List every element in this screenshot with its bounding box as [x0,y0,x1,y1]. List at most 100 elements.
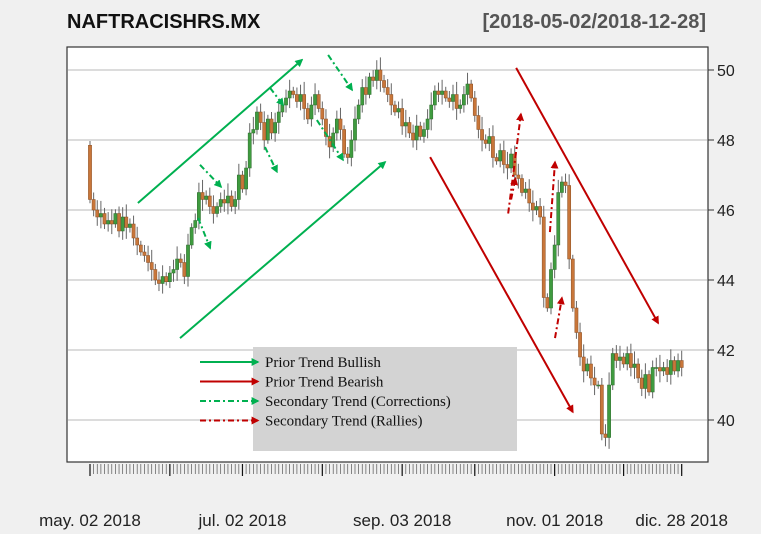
candle-body-down [142,251,147,256]
candle-body-up [374,69,379,81]
candle [149,249,154,281]
candle-body-up [498,150,503,162]
candle-body-down [658,367,662,372]
candle [436,82,441,103]
candle [487,128,492,152]
candle-body-down [157,279,161,284]
x-tick-label: dic. 28 2018 [635,511,728,530]
candle [222,189,227,212]
candle-body-down [338,118,343,130]
y-tick-label: 40 [717,413,735,430]
candle-body-down [342,129,346,155]
candle-body-up [433,90,437,106]
candle-body-up [560,181,564,193]
x-tick-label: jul. 02 2018 [198,511,287,530]
candle-body-up [106,220,111,225]
candle [360,79,365,113]
candle-body-up [396,108,401,113]
y-tick-label: 48 [717,133,735,150]
candle [193,213,198,234]
candle [178,253,183,268]
candle [639,369,644,397]
candle [625,346,630,371]
y-axis: 40 42 44 46 48 50 [708,63,735,430]
candle [578,322,582,366]
candle [269,112,274,140]
candle-body-down [639,377,644,389]
candle-body-down [647,374,651,393]
candle [469,79,473,102]
x-axis: may. 02 2018 jul. 02 2018 sep. 03 2018 nov.… [39,464,728,530]
candle [305,102,310,125]
candle [458,99,463,114]
candle [545,293,550,312]
candle-body-up [175,258,179,270]
candle-body-up [204,195,209,200]
candle-body-down [480,129,484,141]
candle-body-up [585,363,590,372]
candle-body-down [672,360,677,372]
candle-body-down [131,223,136,239]
candle-body-down [665,367,670,375]
candle [138,240,143,256]
candle [654,357,659,377]
y-tick-label: 46 [717,203,735,220]
candle [273,112,277,142]
candle [567,174,572,270]
candle [128,218,132,233]
x-tick-label: may. 02 2018 [39,511,141,530]
candle-body-down [447,97,452,102]
candle [549,262,553,315]
candle [258,103,263,131]
candle-body-down [124,216,129,228]
candle [512,145,517,183]
candle-body-down [541,216,546,298]
candle [371,70,375,87]
candle [356,99,361,125]
candle [389,83,394,116]
candle-body-down [345,153,350,158]
bullish-dashdot-trend-arrow [199,164,223,189]
candle-body-up [247,132,252,169]
date-range: [2018-05-02/2018-12-28] [483,11,707,33]
bearish-solid-trend-arrow [515,67,659,325]
candle [236,163,241,210]
candle [505,151,510,180]
candle-body-up [186,244,190,277]
bullish-dashdot-trend-arrow [316,119,344,162]
candle-body-down [240,174,245,190]
candle-body-down [636,363,640,379]
candle [454,81,459,120]
candle [538,198,542,225]
candle-body-down [316,94,321,109]
candle-body-down [570,258,575,309]
candle-body-up [465,83,470,95]
candle [262,111,267,151]
candle-body-down [382,80,386,88]
candle-body-up [625,353,630,365]
candle [480,116,484,152]
candle [175,246,179,281]
candle [382,74,386,93]
legend: Prior Trend Bullish Prior Trend Bearish Se… [200,347,517,451]
legend-label: Secondary Trend (Corrections) [265,394,451,410]
candle-body-down [102,213,107,225]
candle-body-up [353,118,357,141]
candle-body-up [650,367,655,393]
candle [88,141,92,204]
candle-body-up [618,356,622,361]
candle-body-up [168,272,172,282]
candle-body-down [320,108,325,120]
candle-body-up [313,94,317,106]
candle [574,301,579,339]
candle-body-up [425,118,430,130]
candle-body-up [287,90,292,99]
candle-body-up [360,87,365,106]
candle [632,351,637,379]
candle [244,161,248,196]
candle-body-down [389,94,394,106]
candle [621,352,626,368]
candle [509,148,513,174]
candle-body-up [193,220,198,228]
candle [385,79,390,103]
